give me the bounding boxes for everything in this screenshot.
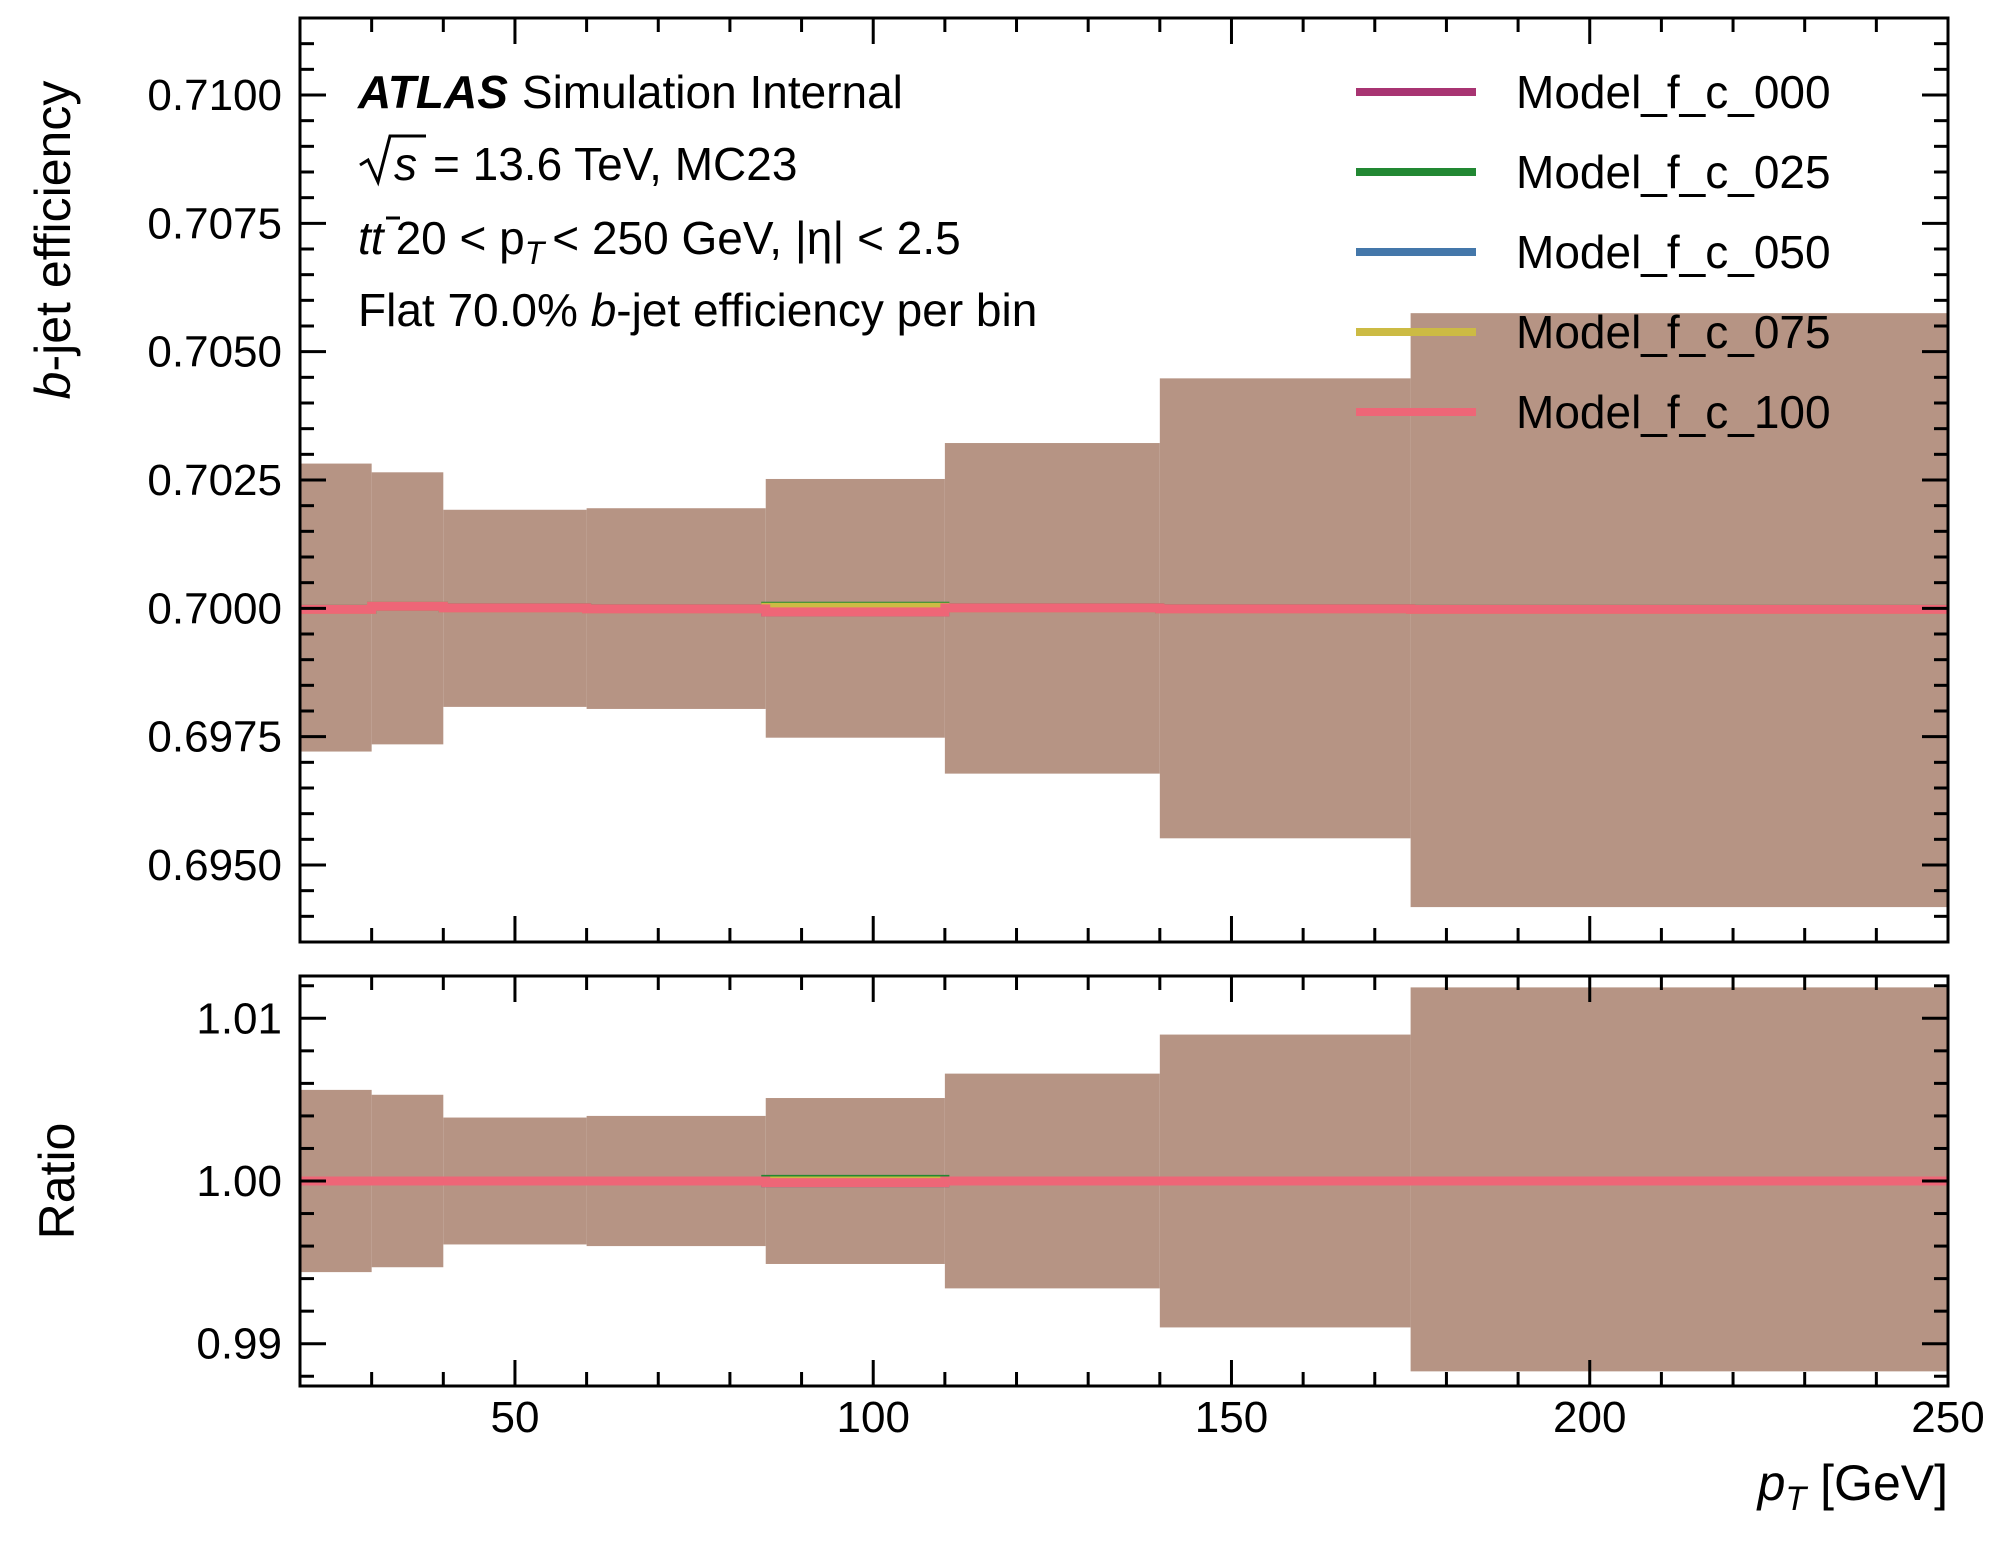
x-tick-label-2: 150 (1195, 1393, 1268, 1442)
atlas-label-bold: ATLAS (357, 66, 508, 118)
wp-annotation: Flat 70.0% b-jet efficiency per bin (358, 284, 1037, 336)
series-line-model-f-c-100 (300, 601, 1948, 617)
selection-annotation-text: tt 20 < pT < 250 GeV, |η| < 2.5 (358, 212, 961, 271)
legend-label-model-f-c-100: Model_f_c_100 (1516, 386, 1831, 438)
selection-sub: T (525, 235, 547, 271)
atlas-label-suffix: Simulation Internal (522, 66, 903, 118)
ratio-line-model-f-c-100 (300, 1176, 1948, 1188)
selection-end: < 250 GeV, |η| < 2.5 (552, 212, 960, 264)
selection-mid: 20 < p (396, 212, 525, 264)
ratio-ytick-label-1: 1.00 (196, 1157, 282, 1206)
energy-annotation: s = 13.6 TeV, MC23 (359, 134, 797, 190)
top-series-lines (300, 601, 1948, 617)
top-ytick-label-1: 0.6975 (147, 713, 282, 762)
top-ytick-label-2: 0.7000 (147, 584, 282, 633)
top-y-axis-title-rest: -jet efficiency (25, 81, 81, 372)
top-ytick-label-3: 0.7025 (147, 456, 282, 505)
x-axis-title: pT [GeV] (1756, 1455, 1948, 1518)
ratio-series-lines (300, 1174, 1948, 1188)
wp-b: b (591, 284, 617, 336)
sqrt-sign-icon (359, 134, 426, 187)
atlas-label: ATLAS Simulation Internal (357, 66, 903, 118)
top-ytick-label-4: 0.7050 (147, 328, 282, 377)
x-axis-title-unit: [GeV] (1820, 1455, 1948, 1511)
legend-label-model-f-c-075: Model_f_c_075 (1516, 306, 1831, 358)
top-y-tick-labels: 0.6950 0.6975 0.7000 0.7025 0.7050 0.7075 0.71… (147, 71, 282, 890)
top-panel-ticks (300, 16, 1950, 944)
selection-process: tt (358, 212, 386, 264)
energy-sqrt-s: s (394, 138, 417, 190)
x-axis-title-var: p (1756, 1455, 1786, 1511)
ratio-y-axis-title: Ratio (29, 1123, 85, 1240)
ratio-ytick-label-0: 0.99 (196, 1320, 282, 1369)
x-tick-label-1: 100 (837, 1393, 910, 1442)
legend-label-model-f-c-050: Model_f_c_050 (1516, 226, 1831, 278)
x-tick-label-0: 50 (490, 1393, 539, 1442)
ratio-panel-ticks (300, 976, 1950, 1386)
x-tick-label-4: 250 (1911, 1393, 1984, 1442)
x-axis-title-sub: T (1785, 1480, 1808, 1518)
x-tick-label-3: 200 (1553, 1393, 1626, 1442)
top-ytick-label-6: 0.7100 (147, 71, 282, 120)
wp-pre: Flat 70.0% (358, 284, 591, 336)
legend-label-model-f-c-025: Model_f_c_025 (1516, 146, 1831, 198)
top-ytick-label-0: 0.6950 (147, 841, 282, 890)
ratio-y-tick-labels: 0.99 1.00 1.01 (196, 994, 282, 1368)
selection-annotation: tt 20 < pT < 250 GeV, |η| < 2.5 (358, 212, 961, 271)
legend: Model_f_c_000 Model_f_c_025 Model_f_c_050 M… (1356, 66, 1831, 438)
energy-rest: = 13.6 TeV, MC23 (433, 138, 797, 190)
top-panel: 0.6950 0.6975 0.7000 0.7025 0.7050 0.7075 0.71… (25, 16, 1950, 944)
wp-post: -jet efficiency per bin (616, 284, 1037, 336)
top-y-axis-title: b-jet efficiency (25, 81, 81, 400)
top-ytick-label-5: 0.7075 (147, 199, 282, 248)
legend-label-model-f-c-000: Model_f_c_000 (1516, 66, 1831, 118)
energy-annotation-text: s = 13.6 TeV, MC23 (394, 138, 797, 190)
x-tick-labels: 50 100 150 200 250 (490, 1393, 1984, 1442)
ratio-ytick-label-2: 1.01 (196, 994, 282, 1043)
ratio-panel: 0.99 1.00 1.01 Ratio (29, 974, 1950, 1388)
top-y-axis-title-b: b (25, 372, 81, 400)
